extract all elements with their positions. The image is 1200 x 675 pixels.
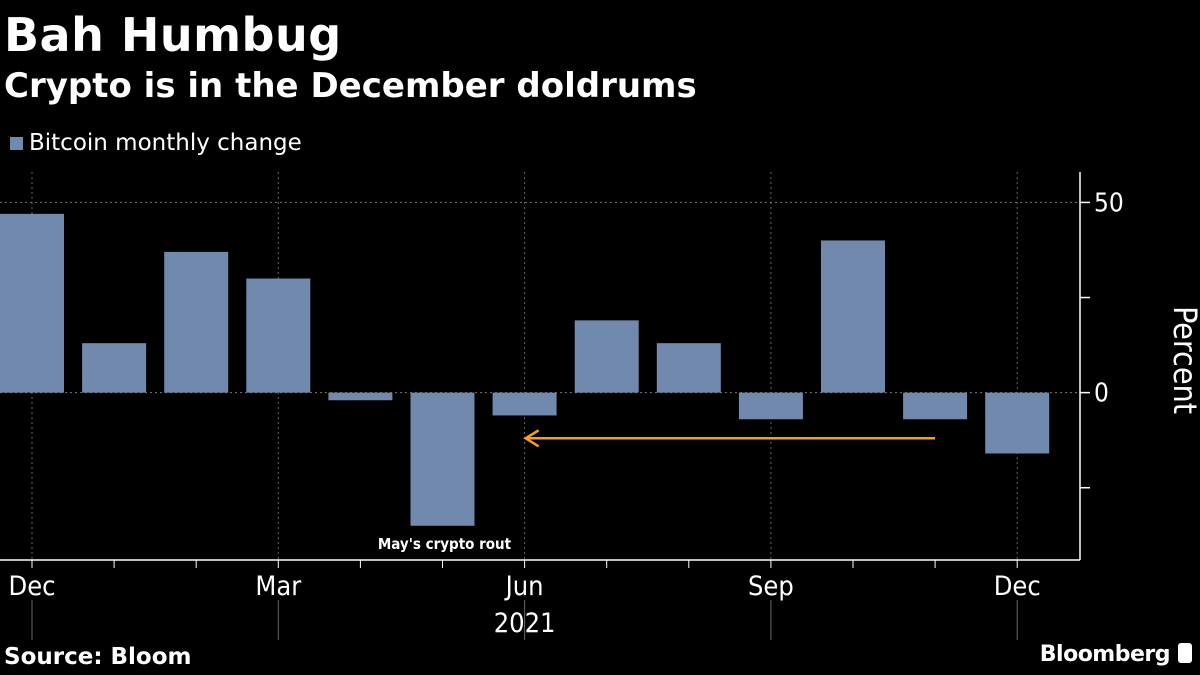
annotation-label: May's crypto rout [378,535,512,553]
x-tick-label: Dec [994,571,1041,602]
legend-swatch [10,136,23,150]
y-tick-label: 50 [1094,188,1124,218]
x-tick-label: Jun [504,571,544,602]
legend: Bitcoin monthly change [10,130,302,156]
bar-dec-2021 [985,392,1050,454]
bar-may-2021 [410,392,475,526]
y-axis-label: Percent [1166,306,1200,414]
x-tick-label: Mar [255,571,301,602]
chart-title: Bah Humbug [4,8,342,62]
bloomberg-logo-text: Bloomberg [1039,642,1171,667]
legend-label: Bitcoin monthly change [29,130,302,156]
bar-jun-2021 [492,392,557,416]
bar-apr-2021 [328,392,393,401]
arrow-head-icon [523,429,540,448]
bar-dec-2020 [0,213,64,393]
source-note: Source: Bloom [4,644,192,670]
bar-mar-2021 [246,278,311,393]
bar-jan-2021 [82,343,147,393]
bar-oct-2021 [821,240,885,393]
chart-subtitle: Crypto is in the December doldrums [4,66,697,106]
bar-feb-2021 [164,251,229,393]
bar-nov-2021 [903,392,968,420]
x-tick-label: Dec [8,571,55,602]
x-tick-label: Sep [748,571,794,602]
x-year-label: 2021 [494,608,556,639]
y-tick-label: 0 [1094,379,1109,409]
bar-jul-2021 [574,320,639,393]
bloomberg-logo-icon [1178,643,1192,663]
bar-sep-2021 [738,392,803,420]
bar-aug-2021 [656,343,721,393]
